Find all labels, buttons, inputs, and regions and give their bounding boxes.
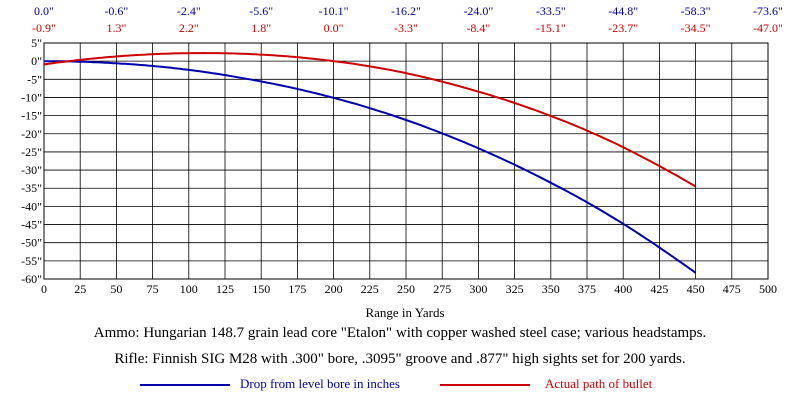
- top-label-path: -3.3": [394, 21, 418, 35]
- top-label-drop: 0.0": [34, 4, 54, 18]
- top-label-path: 2.2": [179, 21, 199, 35]
- y-tick-label: -55": [21, 254, 42, 268]
- y-tick-label: -25": [21, 145, 42, 159]
- legend-drop-label: Drop from level bore in inches: [240, 376, 400, 391]
- x-tick-label: 500: [759, 282, 777, 296]
- path-series-line: [44, 51, 697, 188]
- top-value-labels: 0.0" -0.9" -0.6" 1.3" -2.4" 2.2" -5.6" 1.8" -10.…: [32, 4, 783, 35]
- x-tick-label: 175: [288, 282, 306, 296]
- top-label-drop: -0.6": [104, 4, 128, 18]
- x-tick-label: 375: [578, 282, 596, 296]
- x-tick-label: 275: [433, 282, 451, 296]
- top-label-path: -8.4": [466, 21, 490, 35]
- x-tick-label: 50: [110, 282, 122, 296]
- y-tick-label: -15": [21, 109, 42, 123]
- ballistics-chart: 0 25 50 75 100 125 150 175 200 225 250 275 300 325 350…: [21, 4, 783, 320]
- legend-path-swatch: [440, 384, 530, 386]
- x-tick-label: 325: [506, 282, 524, 296]
- top-label-drop: -16.2": [391, 4, 421, 18]
- top-label-path: 1.3": [106, 21, 126, 35]
- y-tick-label: -45": [21, 218, 42, 232]
- x-axis-label: Range in Yards: [365, 305, 444, 320]
- x-tick-label: 150: [252, 282, 270, 296]
- top-label-drop: -2.4": [177, 4, 201, 18]
- top-label-drop: -73.6": [753, 4, 783, 18]
- x-tick-label: 125: [216, 282, 234, 296]
- ammo-caption: Ammo: Hungarian 148.7 grain lead core "E…: [93, 325, 707, 341]
- y-tick-label: -10": [21, 90, 42, 104]
- y-tick-label: -20": [21, 127, 42, 141]
- series-lines: [44, 51, 697, 274]
- top-label-path: -47.0": [753, 21, 783, 35]
- top-label-drop: -10.1": [319, 4, 349, 18]
- x-tick-label: 450: [687, 282, 705, 296]
- top-label-path: 1.8": [251, 21, 271, 35]
- top-label-drop: -58.3": [681, 4, 711, 18]
- top-label-path: -34.5": [681, 21, 711, 35]
- top-label-path: 0.0": [324, 21, 344, 35]
- legend-drop-swatch: [140, 384, 230, 386]
- y-tick-label: 5": [31, 36, 42, 50]
- drop-series-line: [44, 60, 697, 274]
- x-tick-label: 425: [650, 282, 668, 296]
- x-tick-label: 0: [41, 282, 47, 296]
- y-tick-label: -35": [21, 181, 42, 195]
- legend-path-label: Actual path of bullet: [545, 376, 653, 391]
- x-tick-label: 250: [397, 282, 415, 296]
- y-tick-label: 0": [31, 54, 42, 68]
- top-label-drop: -24.0": [463, 4, 493, 18]
- y-tick-label: -60": [21, 272, 42, 286]
- x-tick-label: 25: [74, 282, 86, 296]
- x-tick-label: 350: [542, 282, 560, 296]
- top-label-path: -15.1": [536, 21, 566, 35]
- top-label-path: -0.9": [32, 21, 56, 35]
- y-tick-label: -40": [21, 199, 42, 213]
- x-tick-labels: 0 25 50 75 100 125 150 175 200 225 250 275 300 325 350…: [41, 282, 777, 296]
- x-tick-label: 225: [361, 282, 379, 296]
- x-tick-label: 100: [180, 282, 198, 296]
- top-label-path: -23.7": [608, 21, 638, 35]
- x-tick-label: 300: [469, 282, 487, 296]
- x-tick-label: 75: [147, 282, 159, 296]
- y-tick-label: -30": [21, 163, 42, 177]
- top-label-drop: -5.6": [249, 4, 273, 18]
- grid: [43, 42, 769, 280]
- x-tick-label: 200: [325, 282, 343, 296]
- x-tick-label: 400: [614, 282, 632, 296]
- top-label-drop: -33.5": [536, 4, 566, 18]
- y-tick-labels: 5" 0" -5" -10" -15" -20" -25" -30" -35" -40" -45" -…: [21, 36, 42, 286]
- y-tick-label: -50": [21, 236, 42, 250]
- rifle-caption: Rifle: Finnish SIG M28 with .300" bore, …: [114, 351, 686, 367]
- x-tick-label: 475: [723, 282, 741, 296]
- top-label-drop: -44.8": [608, 4, 638, 18]
- y-tick-label: -5": [27, 72, 42, 86]
